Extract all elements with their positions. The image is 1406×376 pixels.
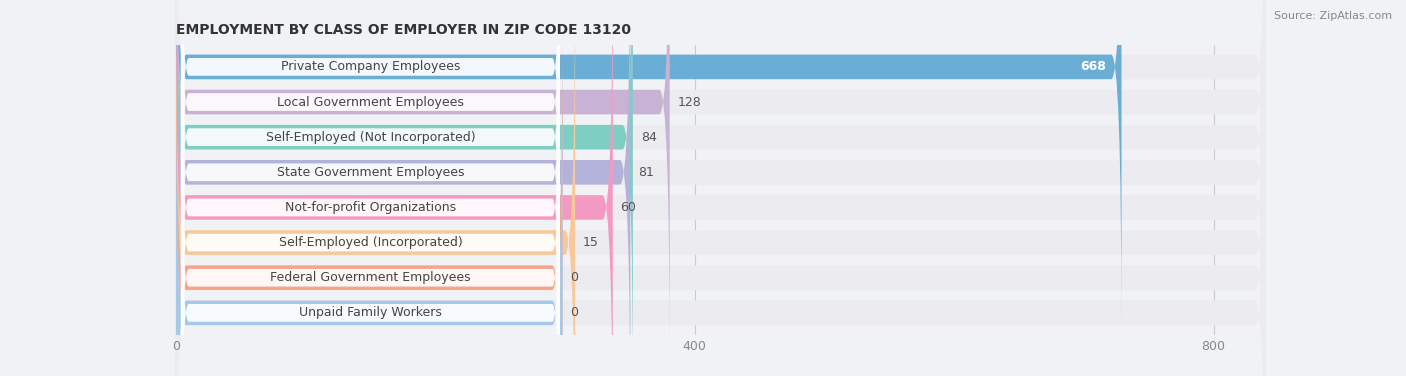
FancyBboxPatch shape — [176, 0, 575, 376]
Text: State Government Employees: State Government Employees — [277, 166, 464, 179]
Text: Source: ZipAtlas.com: Source: ZipAtlas.com — [1274, 11, 1392, 21]
FancyBboxPatch shape — [176, 0, 1265, 376]
FancyBboxPatch shape — [176, 0, 633, 376]
Text: 0: 0 — [571, 271, 578, 284]
FancyBboxPatch shape — [176, 0, 1265, 376]
FancyBboxPatch shape — [176, 0, 1122, 336]
FancyBboxPatch shape — [181, 0, 560, 339]
Text: Self-Employed (Not Incorporated): Self-Employed (Not Incorporated) — [266, 131, 475, 144]
Text: Local Government Employees: Local Government Employees — [277, 96, 464, 109]
FancyBboxPatch shape — [176, 9, 1265, 376]
FancyBboxPatch shape — [176, 9, 562, 376]
Text: Private Company Employees: Private Company Employees — [281, 61, 460, 73]
FancyBboxPatch shape — [176, 0, 1265, 376]
FancyBboxPatch shape — [176, 44, 1265, 376]
FancyBboxPatch shape — [181, 76, 560, 376]
FancyBboxPatch shape — [176, 0, 669, 371]
FancyBboxPatch shape — [176, 0, 630, 376]
FancyBboxPatch shape — [176, 0, 1265, 371]
Text: Not-for-profit Organizations: Not-for-profit Organizations — [285, 201, 456, 214]
FancyBboxPatch shape — [181, 111, 560, 376]
Text: Unpaid Family Workers: Unpaid Family Workers — [299, 306, 441, 319]
Text: 0: 0 — [571, 306, 578, 319]
Text: 15: 15 — [583, 236, 599, 249]
Text: 668: 668 — [1080, 61, 1107, 73]
FancyBboxPatch shape — [176, 0, 1265, 336]
Text: 81: 81 — [638, 166, 654, 179]
FancyBboxPatch shape — [176, 0, 613, 376]
Text: 128: 128 — [678, 96, 702, 109]
FancyBboxPatch shape — [176, 0, 1265, 376]
FancyBboxPatch shape — [181, 6, 560, 376]
FancyBboxPatch shape — [181, 0, 560, 269]
Text: 84: 84 — [641, 131, 657, 144]
FancyBboxPatch shape — [181, 41, 560, 376]
FancyBboxPatch shape — [176, 44, 562, 376]
FancyBboxPatch shape — [181, 0, 560, 374]
Text: Self-Employed (Incorporated): Self-Employed (Incorporated) — [278, 236, 463, 249]
Text: EMPLOYMENT BY CLASS OF EMPLOYER IN ZIP CODE 13120: EMPLOYMENT BY CLASS OF EMPLOYER IN ZIP C… — [176, 23, 631, 37]
Text: 60: 60 — [620, 201, 637, 214]
FancyBboxPatch shape — [181, 0, 560, 304]
Text: Federal Government Employees: Federal Government Employees — [270, 271, 471, 284]
